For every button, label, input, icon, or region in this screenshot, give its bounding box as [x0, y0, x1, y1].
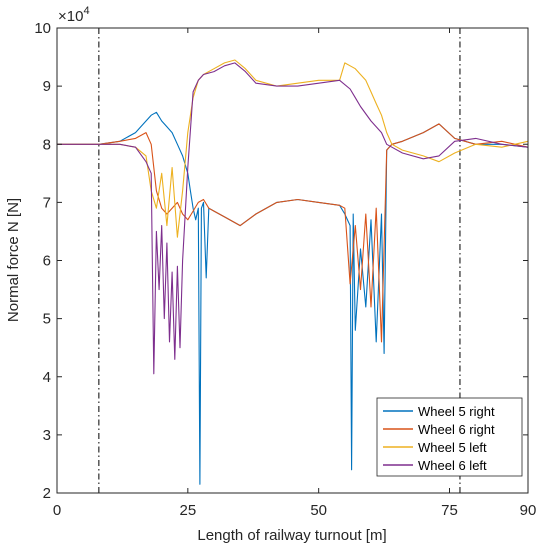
y-exponent-power: 4: [83, 5, 89, 17]
y-tick-label: 4: [43, 369, 51, 386]
x-tick-label: 75: [441, 502, 458, 519]
y-exponent-base: ×10: [58, 8, 83, 25]
y-axis-label: Normal force N [N]: [5, 198, 22, 322]
series-line-4: [57, 62, 529, 375]
y-tick-label: 3: [43, 427, 51, 444]
legend-label-1: Wheel 5 right: [418, 404, 495, 419]
legend-label-2: Wheel 6 right: [418, 422, 495, 437]
x-tick-label: 50: [310, 502, 327, 519]
x-tick-label: 25: [179, 502, 196, 519]
legend-label-4: Wheel 6 left: [418, 458, 487, 473]
series-line-3: [57, 59, 529, 238]
y-tick-label: 10: [34, 20, 51, 37]
y-tick-label: 6: [43, 253, 51, 270]
axis-ticks: [56, 27, 529, 494]
legend: Wheel 5 right Wheel 6 right Wheel 5 left Wh…: [376, 397, 523, 477]
x-tick-label: 90: [520, 502, 537, 519]
series-line-2: [57, 123, 529, 343]
x-axis-label: Length of railway turnout [m]: [197, 527, 386, 544]
y-tick-label: 7: [43, 194, 51, 211]
x-tick-label: 0: [53, 502, 61, 519]
y-tick-label: 5: [43, 311, 51, 328]
y-tick-labels: 2 3 4 5 6 7 8 9 10: [34, 20, 51, 502]
y-exponent-label: ×104: [58, 5, 90, 25]
x-tick-labels: 0 25 50 75 90: [53, 502, 537, 519]
y-tick-label: 8: [43, 136, 51, 153]
legend-label-3: Wheel 5 left: [418, 440, 487, 455]
y-tick-label: 9: [43, 78, 51, 95]
series-layer: [57, 59, 529, 485]
y-tick-label: 2: [43, 485, 51, 502]
